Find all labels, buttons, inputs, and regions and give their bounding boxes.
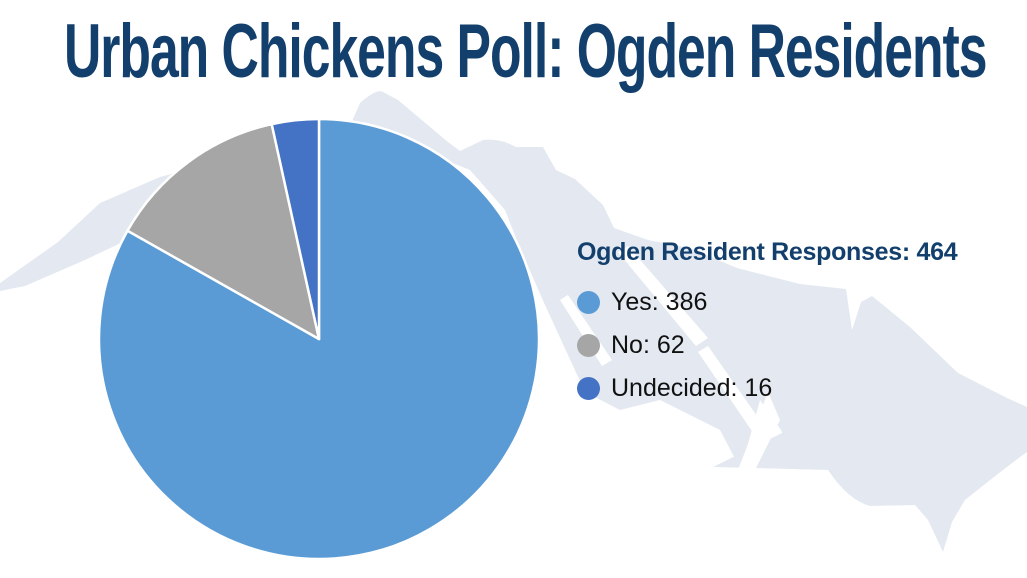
legend-item-yes: Yes: 386 xyxy=(577,287,997,316)
legend-swatch-no xyxy=(577,333,600,357)
legend-item-label: Yes: 386 xyxy=(611,287,708,316)
page-title: Urban Chickens Poll: Ogden Residents xyxy=(64,9,987,94)
legend-item-label: No: 62 xyxy=(611,330,685,359)
pie-slice-no xyxy=(126,122,321,341)
legend-item-undecided: Undecided: 16 xyxy=(577,373,997,402)
legend-item-no: No: 62 xyxy=(577,330,997,359)
mountain-snow-streaks xyxy=(560,246,780,470)
pie-slice-yes xyxy=(97,117,541,561)
legend-swatch-undecided xyxy=(577,376,600,400)
legend-item-label: Undecided: 16 xyxy=(611,373,773,402)
legend-swatch-yes xyxy=(577,290,600,314)
pie-chart xyxy=(97,117,541,561)
pie-slice-undecided xyxy=(270,117,321,341)
chart-legend: Ogden Resident Responses: 464 Yes: 386 N… xyxy=(577,238,997,418)
legend-title: Ogden Resident Responses: 464 xyxy=(577,238,958,266)
